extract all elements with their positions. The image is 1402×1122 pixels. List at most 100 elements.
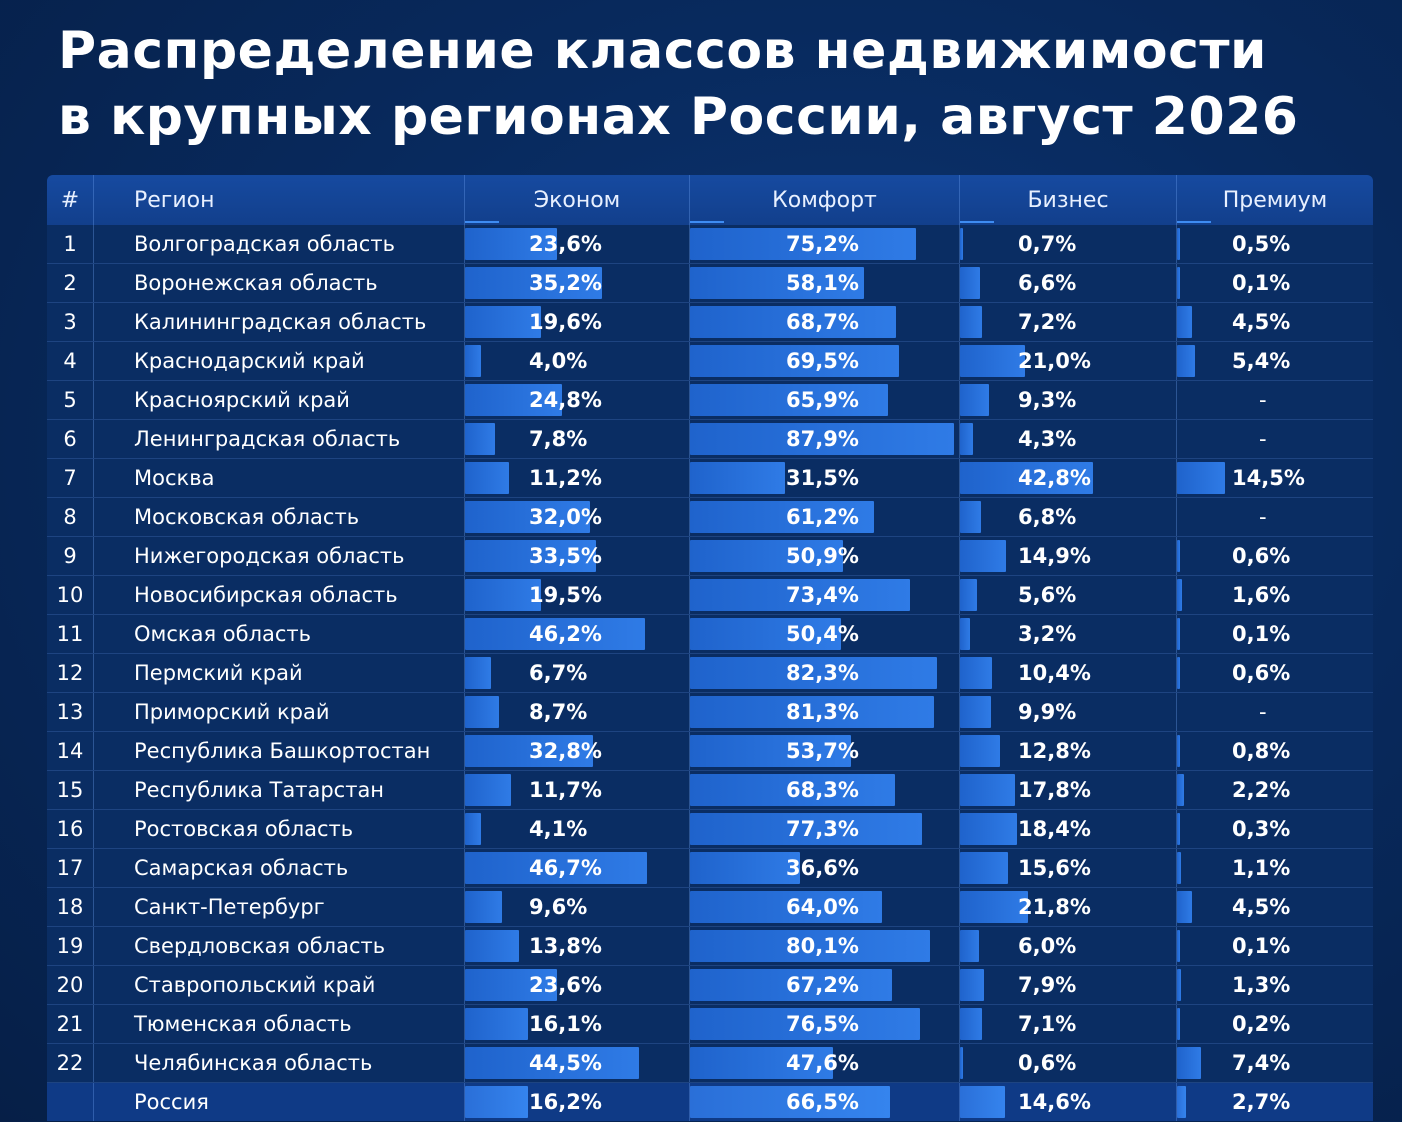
- region-name: Челябинская область: [93, 1044, 510, 1082]
- region-name: Волгоградская область: [93, 225, 510, 263]
- value-label-biznes: 21,8%: [1018, 895, 1091, 919]
- value-label-komfort: 80,1%: [786, 934, 859, 958]
- header-underline: [690, 221, 724, 223]
- value-label-premium: 5,4%: [1232, 349, 1291, 373]
- cell-biznes: 0,7%: [959, 225, 1176, 263]
- header-biznes-label: Бизнес: [1027, 187, 1109, 213]
- value-label-premium: 2,2%: [1232, 778, 1291, 802]
- cell-biznes: 14,9%: [959, 537, 1176, 575]
- cell-econom: 24,8%: [464, 381, 689, 419]
- header-komfort: Комфорт: [689, 175, 959, 225]
- region-name: Санкт-Петербург: [93, 888, 510, 926]
- cell-biznes: 17,8%: [959, 771, 1176, 809]
- value-label-biznes: 42,8%: [1018, 466, 1091, 490]
- cell-premium: 0,6%: [1176, 654, 1373, 692]
- value-label-komfort: 73,4%: [786, 583, 859, 607]
- row-number: 11: [56, 622, 84, 646]
- bar-premium: [1177, 306, 1192, 338]
- value-label-premium: 4,5%: [1232, 310, 1291, 334]
- cell-econom: 46,7%: [464, 849, 689, 887]
- bar-premium: [1177, 462, 1225, 494]
- cell-komfort: 77,3%: [689, 810, 959, 848]
- bar-biznes: [960, 579, 978, 611]
- region-name: Красноярский край: [93, 381, 510, 419]
- bar-econom: [465, 384, 562, 416]
- value-label-komfort: 68,7%: [786, 310, 859, 334]
- table-row: 9 Нижегородская область 33,5% 50,9% 14,9% 0,6…: [47, 537, 1373, 576]
- value-label-premium: 0,6%: [1232, 661, 1291, 685]
- cell-biznes: 21,8%: [959, 888, 1176, 926]
- bar-komfort: [690, 774, 895, 806]
- value-label-komfort: 64,0%: [786, 895, 859, 919]
- bar-econom: [465, 657, 492, 689]
- cell-premium: 14,5%: [1176, 459, 1373, 497]
- row-number: [47, 1083, 93, 1121]
- value-label-premium: 7,4%: [1232, 1051, 1291, 1075]
- bar-komfort: [690, 540, 843, 572]
- cell-komfort: 36,6%: [689, 849, 959, 887]
- table-row: 4 Краснодарский край 4,0% 69,5% 21,0% 5,4%: [47, 342, 1373, 381]
- value-label-biznes: 5,6%: [1018, 583, 1077, 607]
- cell-biznes: 7,1%: [959, 1005, 1176, 1043]
- cell-komfort: 82,3%: [689, 654, 959, 692]
- header-premium-label: Премиум: [1222, 187, 1328, 213]
- row-number: 2: [63, 271, 77, 295]
- row-number: 4: [63, 349, 77, 373]
- bar-biznes: [960, 774, 1016, 806]
- table-row: 19 Свердловская область 13,8% 80,1% 6,0% 0,1%: [47, 927, 1373, 966]
- cell-econom: 32,8%: [464, 732, 689, 770]
- value-label-komfort: 87,9%: [786, 427, 859, 451]
- row-number: 12: [56, 661, 84, 685]
- cell-econom: 4,0%: [464, 342, 689, 380]
- bar-premium: [1177, 267, 1180, 299]
- cell-premium: 7,4%: [1176, 1044, 1373, 1082]
- bar-biznes: [960, 930, 979, 962]
- bar-biznes: [960, 267, 981, 299]
- cell-econom: 44,5%: [464, 1044, 689, 1082]
- header-underline: [960, 221, 994, 223]
- cell-econom: 19,6%: [464, 303, 689, 341]
- header-underline: [465, 221, 499, 223]
- value-label-econom: 32,0%: [529, 505, 602, 529]
- cell-komfort: 76,5%: [689, 1005, 959, 1043]
- row-number: 3: [63, 310, 77, 334]
- table-row: 11 Омская область 46,2% 50,4% 3,2% 0,1%: [47, 615, 1373, 654]
- cell-premium: 0,1%: [1176, 264, 1373, 302]
- value-label-biznes: 6,8%: [1018, 505, 1077, 529]
- region-name: Краснодарский край: [93, 342, 510, 380]
- bar-econom: [465, 345, 481, 377]
- value-label-econom: 46,7%: [529, 856, 602, 880]
- value-label-econom: 23,6%: [529, 232, 602, 256]
- bar-komfort: [690, 1047, 833, 1079]
- bar-komfort: [690, 930, 931, 962]
- value-label-premium: 0,1%: [1232, 622, 1291, 646]
- row-number: 16: [56, 817, 84, 841]
- table-row: 20 Ставропольский край 23,6% 67,2% 7,9% 1,3%: [47, 966, 1373, 1005]
- cell-premium: 4,5%: [1176, 888, 1373, 926]
- row-number: 5: [63, 388, 77, 412]
- bar-biznes: [960, 1086, 1006, 1118]
- row-number: 18: [56, 895, 84, 919]
- bar-premium: [1177, 774, 1185, 806]
- bar-econom: [465, 735, 593, 767]
- table-row: 8 Московская область 32,0% 61,2% 6,8% -: [47, 498, 1373, 537]
- value-label-econom: 4,0%: [529, 349, 588, 373]
- bar-econom: [465, 540, 596, 572]
- cell-econom: 16,1%: [464, 1005, 689, 1043]
- region-name: Московская область: [93, 498, 510, 536]
- cell-biznes: 18,4%: [959, 810, 1176, 848]
- cell-biznes: 3,2%: [959, 615, 1176, 653]
- cell-komfort: 50,9%: [689, 537, 959, 575]
- bar-biznes: [960, 384, 989, 416]
- cell-econom: 16,2%: [464, 1083, 689, 1121]
- bar-biznes: [960, 852, 1009, 884]
- value-label-biznes: 9,9%: [1018, 700, 1077, 724]
- header-region: Регион: [93, 175, 510, 225]
- table-body: 1 Волгоградская область 23,6% 75,2% 0,7% 0,5%…: [47, 225, 1373, 1121]
- region-name: Республика Татарстан: [93, 771, 510, 809]
- bar-econom: [465, 930, 519, 962]
- title-line-2: в крупных регионах России, август 2026: [58, 87, 1299, 147]
- value-label-komfort: 69,5%: [786, 349, 859, 373]
- region-name: Самарская область: [93, 849, 510, 887]
- cell-komfort: 64,0%: [689, 888, 959, 926]
